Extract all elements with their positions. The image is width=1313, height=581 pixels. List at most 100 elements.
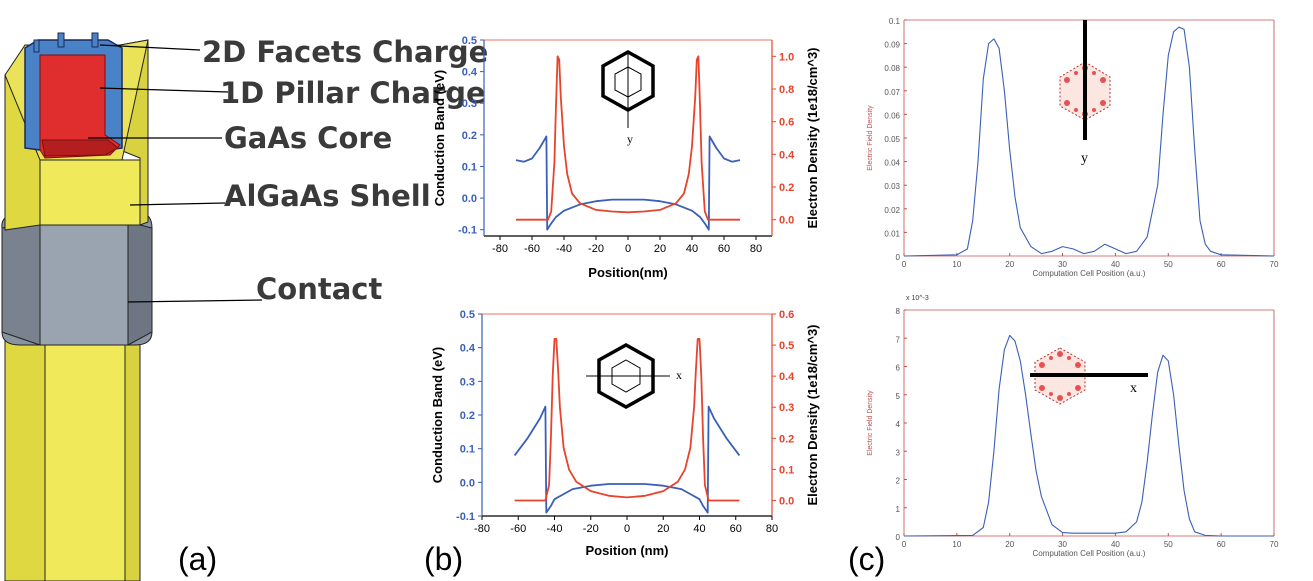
y-tick-label: 0.2 [460, 410, 475, 422]
y-tick-label: 0.4 [460, 343, 476, 355]
y-tick-label: 3 [896, 448, 901, 457]
x-tick-label: -20 [583, 523, 599, 535]
y-tick-label: 8 [896, 307, 901, 316]
exponent-label: x 10^-3 [906, 295, 929, 302]
x-tick-label: -40 [556, 243, 572, 255]
x-tick-label: 60 [718, 243, 730, 255]
x-tick-label: 0 [902, 260, 907, 269]
y-tick-label: -0.1 [458, 225, 477, 237]
y-tick-label: 0.3 [460, 376, 475, 388]
y-tick-label: 0.1 [889, 17, 901, 26]
y2-tick-label: 0.2 [779, 182, 794, 194]
x-tick-label: 40 [1111, 540, 1120, 549]
caption-b: (b) [424, 541, 463, 577]
x-tick-label: 0 [624, 523, 630, 535]
x-tick-label: 20 [657, 523, 669, 535]
x-tick-label: -60 [510, 523, 526, 535]
x-tick-label: 40 [693, 523, 705, 535]
x-tick-label: 60 [1217, 260, 1226, 269]
label-1d-pillar-charge: 1D Pillar Charge [220, 76, 486, 110]
inset-c-axis-label-y: y [1081, 151, 1088, 166]
x-tick-label: 20 [1005, 260, 1014, 269]
series-line-blue [513, 405, 741, 514]
hexagon-inset-b-top: y [601, 49, 655, 146]
y-tick-label: 7 [896, 335, 901, 344]
x-tick-label: 10 [952, 540, 961, 549]
x-tick-label: 20 [1005, 540, 1014, 549]
x-tick-label: 0 [902, 540, 907, 549]
x-tick-label: 20 [654, 243, 666, 255]
x-tick-label: 70 [1270, 260, 1279, 269]
inset-axis-label-y: y [627, 132, 633, 146]
y2-tick-label: 0.0 [779, 215, 794, 227]
x-tick-label: 60 [1217, 540, 1226, 549]
y2-tick-label: 0.8 [779, 84, 794, 96]
hexagon-inset-c-top: y [1059, 20, 1111, 166]
y-tick-label: 6 [896, 364, 901, 373]
x-tick-label: 30 [1058, 540, 1067, 549]
y2-tick-label: 0.0 [779, 495, 794, 507]
y2-tick-label: 0.4 [779, 371, 795, 383]
y-tick-label: 0.5 [460, 309, 475, 321]
y-axis-title: Electric Field Density [867, 390, 874, 456]
y-tick-label: 0.02 [884, 206, 900, 215]
y-tick-label: 0.09 [884, 41, 900, 50]
x-tick-label: 70 [1270, 540, 1279, 549]
hexagon-inset-b-bottom: x [586, 342, 682, 410]
y2-tick-label: 0.1 [779, 464, 794, 476]
y-tick-label: 5 [896, 392, 901, 401]
x-tick-label: 40 [686, 243, 698, 255]
y-tick-label: 4 [896, 420, 901, 429]
chart-c-top: 0 10 20 30 40 50 60 70 0 0.01 0.02 0.03 0.04 0.05 0.06… [867, 17, 1279, 278]
y-axis-title: Conduction Band (eV) [432, 70, 447, 207]
y-tick-label: 0 [896, 533, 901, 542]
x-tick-label: -60 [524, 243, 540, 255]
y2-tick-label: 0.5 [779, 340, 794, 352]
series-line-blue [515, 135, 741, 231]
x-tick-label: 40 [1111, 260, 1120, 269]
x-axis-title: Position (nm) [585, 543, 668, 558]
leader-lines [88, 44, 263, 303]
y-tick-label: 0.03 [884, 182, 900, 191]
x-axis-title: Computation Cell Position (a.u.) [1033, 549, 1146, 558]
y2-tick-label: 0.3 [779, 402, 794, 414]
x-tick-label: 0 [625, 243, 631, 255]
label-2d-facets-charge: 2D Facets Charge [202, 35, 488, 69]
caption-c: (c) [848, 541, 885, 577]
y2-axis-title: Electron Density (1e18/cm^3) [805, 325, 820, 506]
y-tick-label: 0.07 [884, 88, 900, 97]
nanowire-3d-illustration [1, 32, 153, 581]
y2-tick-label: 1.0 [779, 51, 794, 63]
chart-b-top: -80 -60 -40 -20 0 20 40 60 80 -0.1 0.0 0.1 0.2 0.3 0.4… [432, 35, 820, 280]
label-gaas-core: GaAs Core [224, 121, 392, 155]
x-tick-label: 60 [730, 523, 742, 535]
x-tick-label: 50 [1164, 260, 1173, 269]
y-tick-label: 0.1 [460, 444, 475, 456]
x-tick-label: -80 [474, 523, 490, 535]
chart-c-bottom: 0 10 20 30 40 50 60 70 0 1 2 3 4 5 6 7 8 Computation Cell… [867, 307, 1279, 558]
y-axis-title: Conduction Band (eV) [430, 347, 445, 484]
series-line-red [516, 55, 740, 221]
y-tick-label: 0.01 [884, 229, 900, 238]
y-tick-label: 0.1 [462, 161, 477, 173]
x-tick-label: 80 [766, 523, 778, 535]
series-line-blue [903, 334, 1274, 537]
y-tick-label: 0.4 [462, 67, 478, 79]
x-tick-label: 50 [1164, 540, 1173, 549]
y2-tick-label: 0.6 [779, 117, 794, 129]
series-line-red [514, 337, 740, 502]
y-tick-label: 0.3 [462, 98, 477, 110]
x-tick-label: -80 [492, 243, 508, 255]
y-tick-label: 0.5 [462, 35, 477, 47]
y2-tick-label: 0.2 [779, 433, 794, 445]
label-algaas-shell: AlGaAs Shell [224, 179, 431, 213]
x-axis-title: Computation Cell Position (a.u.) [1033, 269, 1146, 278]
y-tick-label: 1 [896, 505, 901, 514]
x-tick-label: 30 [1058, 260, 1067, 269]
y-tick-label: 0.2 [462, 130, 477, 142]
hexagon-inset-c-bottom: x [1030, 347, 1148, 405]
y-tick-label: 0.0 [462, 193, 477, 205]
x-tick-label: 80 [750, 243, 762, 255]
y2-tick-label: 0.6 [779, 309, 794, 321]
y-axis-title: Electric Field Density [867, 105, 874, 171]
